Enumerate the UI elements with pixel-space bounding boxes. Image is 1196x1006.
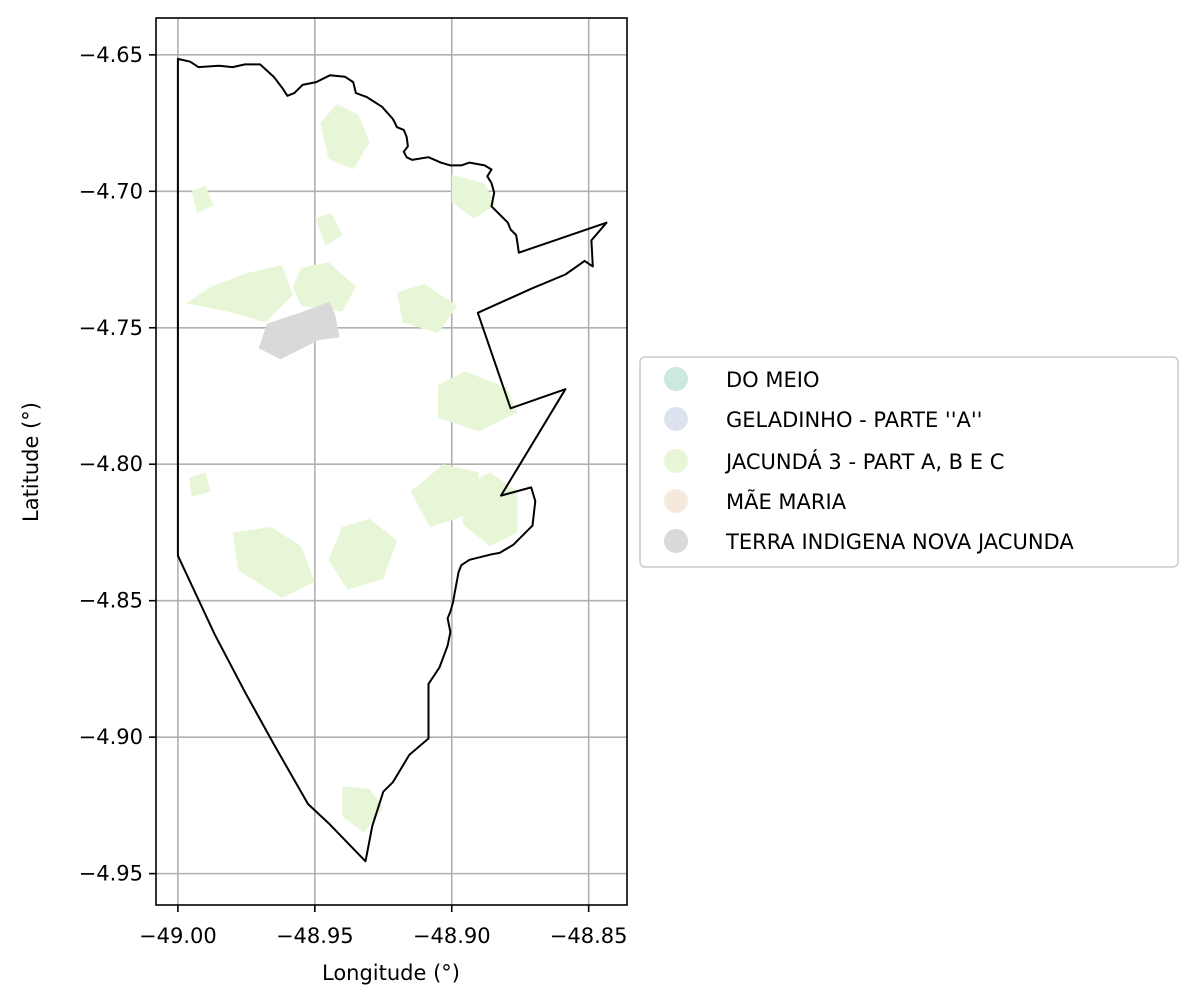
x-tick-label: −48.85 bbox=[550, 924, 628, 948]
x-axis-title: Longitude (°) bbox=[322, 961, 460, 985]
y-tick-label: −4.70 bbox=[79, 179, 143, 203]
y-tick-label: −4.65 bbox=[79, 43, 143, 67]
legend-marker-jacunda bbox=[664, 449, 688, 473]
jacunda-area-patch bbox=[451, 174, 496, 219]
land-cover-layer bbox=[186, 104, 518, 833]
jacunda-area-patch bbox=[188, 472, 211, 497]
legend: DO MEIO GELADINHO - PARTE ''A'' JACUNDÁ … bbox=[639, 356, 1179, 568]
legend-marker-terra-indigena bbox=[664, 529, 688, 553]
jacunda-area-patch bbox=[232, 527, 315, 598]
axis-ticks: −49.00 −48.95 −48.90 −48.85 −4.65 −4.70 −4.75 −… bbox=[79, 43, 628, 948]
jacunda-area-patch bbox=[186, 265, 293, 323]
y-tick-label: −4.85 bbox=[79, 589, 143, 613]
y-tick-label: −4.95 bbox=[79, 862, 143, 886]
municipality-boundary bbox=[176, 57, 608, 863]
y-tick-label: −4.75 bbox=[79, 316, 143, 340]
legend-marker-mae-maria bbox=[664, 489, 688, 513]
legend-label-jacunda: JACUNDÁ 3 - PART A, B E C bbox=[724, 449, 1004, 474]
x-tick-label: −49.00 bbox=[139, 924, 217, 948]
jacunda-area-patch bbox=[410, 464, 480, 527]
x-tick-label: −48.90 bbox=[413, 924, 491, 948]
jacunda-area-patch bbox=[292, 262, 356, 312]
legend-marker-do-meio bbox=[664, 367, 688, 391]
y-tick-label: −4.80 bbox=[79, 452, 143, 476]
jacunda-area-patch bbox=[328, 518, 397, 590]
jacunda-area-patch bbox=[438, 371, 518, 432]
municipality-boundary-layer bbox=[176, 57, 608, 863]
y-tick-label: −4.90 bbox=[79, 725, 143, 749]
y-axis-title: Latitude (°) bbox=[19, 402, 43, 522]
plot-frame bbox=[155, 17, 628, 906]
legend-label-mae-maria: MÃE MARIA bbox=[726, 488, 847, 514]
jacunda-area-patch bbox=[191, 185, 214, 214]
jacunda-area-patch bbox=[320, 104, 370, 170]
legend-label-terra-indigena: TERRA INDIGENA NOVA JACUNDA bbox=[725, 530, 1074, 554]
jacunda-area-patch bbox=[314, 213, 343, 246]
x-tick-label: −48.95 bbox=[276, 924, 354, 948]
legend-box bbox=[639, 356, 1179, 568]
legend-marker-geladinho bbox=[664, 407, 688, 431]
legend-label-geladinho: GELADINHO - PARTE ''A'' bbox=[726, 408, 982, 432]
jacunda-area-patch bbox=[397, 284, 458, 334]
terra-indigena-area bbox=[258, 301, 340, 360]
legend-label-do-meio: DO MEIO bbox=[726, 368, 820, 392]
